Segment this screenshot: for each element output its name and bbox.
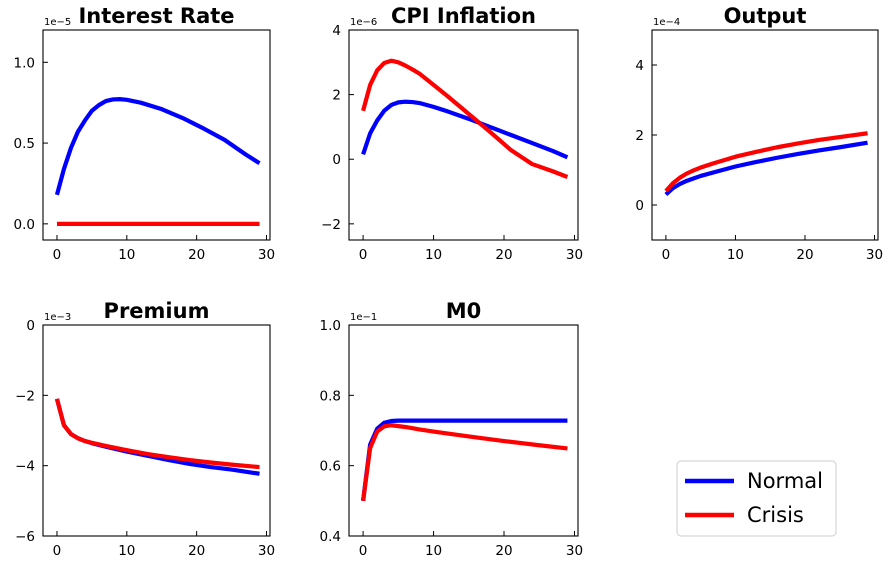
legend: Normal Crisis [676,460,837,537]
premium-ytick-label: −2 [15,388,35,404]
interest-rate-ytick-label: 1.0 [14,55,35,71]
panel-m0: 0 10 20 30 0.4 0.6 0.8 1.0 1e−1 M0 [320,299,584,559]
m0-series-normal [361,418,568,502]
output-ytick-label: 0 [635,198,644,214]
m0-xtick-label: 0 [359,543,368,559]
legend-normal-label: Normal [747,469,823,493]
cpi-inflation-series-crisis [361,58,569,179]
m0-axes-frame [348,324,579,537]
interest-rate-xtick-label: 20 [188,247,205,263]
cpi-inflation-xtick-label: 10 [425,247,442,263]
panel-premium: 0 10 20 30 −6 −4 −2 0 1e−3 Premium [15,299,275,559]
m0-ytick-label: 1.0 [320,318,341,334]
panel-interest-rate: 0 10 20 30 0.0 0.5 1.0 1e−5 Interest Rate [14,4,276,263]
output-xtick-label: 20 [796,247,813,263]
cpi-inflation-ytick-label: −2 [321,217,341,233]
interest-rate-ytick-label: 0.5 [14,136,35,152]
interest-rate-xtick-label: 0 [53,247,62,263]
output-series-normal [664,140,868,197]
premium-xtick-label: 10 [118,543,135,559]
premium-axes-frame [42,324,271,537]
interest-rate-axes-frame [42,29,271,241]
output-xtick-label: 10 [727,247,744,263]
cpi-inflation-title: CPI Inflation [391,4,536,28]
m0-xtick-label: 30 [566,543,583,559]
output-title: Output [724,4,807,28]
m0-ytick-label: 0.8 [320,388,341,404]
cpi-inflation-xtick-label: 30 [566,247,583,263]
m0-title: M0 [446,299,482,323]
interest-rate-title: Interest Rate [78,4,234,28]
m0-series-crisis [361,423,568,502]
cpi-inflation-series-normal [361,99,569,160]
cpi-inflation-ytick-label: 4 [332,23,341,39]
cpi-inflation-xtick-label: 0 [359,247,368,263]
m0-ytick-label: 0.4 [320,529,341,545]
output-series-crisis [664,131,868,193]
panel-output: 0 10 20 30 0 2 4 1e−4 Output [635,4,883,263]
cpi-inflation-xtick-label: 20 [495,247,512,263]
premium-xtick-label: 0 [53,543,62,559]
cpi-inflation-axes-frame [348,29,579,241]
interest-rate-scale-offset: 1e−5 [44,17,71,28]
premium-ytick-label: −4 [15,459,35,475]
interest-rate-xtick-label: 30 [258,247,275,263]
output-ytick-label: 4 [635,58,644,74]
cpi-inflation-ytick-label: 2 [332,88,341,104]
premium-title: Premium [104,299,210,323]
output-ytick-label: 2 [635,128,644,144]
cpi-inflation-ytick-label: 0 [332,152,341,168]
interest-rate-ytick-label: 0.0 [14,217,35,233]
premium-ytick-label: 0 [26,318,35,334]
panel-cpi-inflation: 0 10 20 30 −2 0 2 4 1e−6 CPI Inflation [321,4,583,263]
premium-xtick-label: 30 [258,543,275,559]
legend-crisis-label: Crisis [747,503,804,527]
premium-series-crisis [54,398,260,470]
m0-xtick-label: 20 [495,543,512,559]
cpi-inflation-scale-offset: 1e−6 [350,17,377,28]
interest-rate-series-normal [54,97,261,196]
interest-rate-xtick-label: 10 [118,247,135,263]
output-xtick-label: 0 [662,247,671,263]
output-xtick-label: 30 [866,247,883,263]
m0-scale-offset: 1e−1 [350,312,377,323]
premium-scale-offset: 1e−3 [44,312,71,323]
output-scale-offset: 1e−4 [653,17,680,28]
premium-xtick-label: 20 [188,543,205,559]
m0-xtick-label: 10 [425,543,442,559]
m0-ytick-label: 0.6 [320,459,341,475]
premium-ytick-label: −6 [15,529,35,545]
